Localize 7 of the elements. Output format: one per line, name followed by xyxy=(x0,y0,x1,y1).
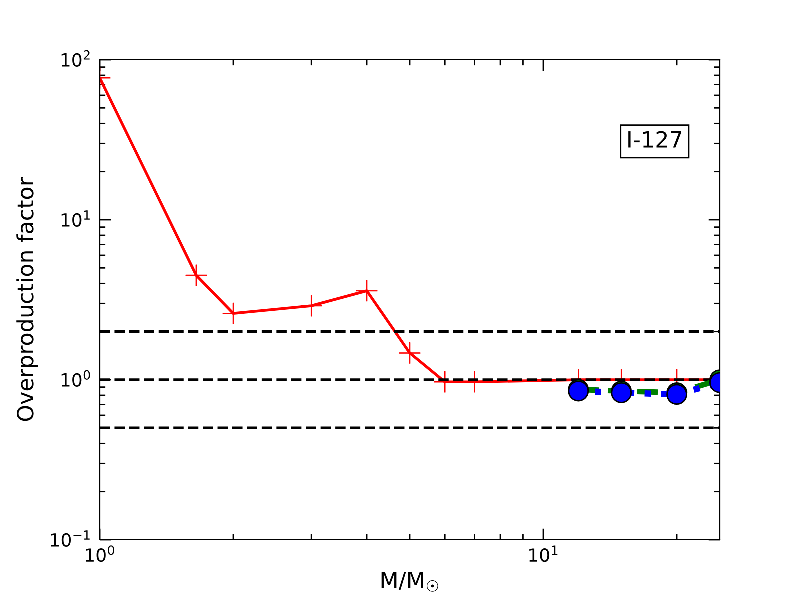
y-axis-title: Overproduction factor xyxy=(16,178,38,422)
y-tick-label: 10$^{−1}$ xyxy=(51,530,90,547)
y-tick-label: 10$^{0}$ xyxy=(62,370,90,387)
y-tick-label: 10$^{1}$ xyxy=(62,210,90,227)
x-axis-title: M/M$_{☉}$ xyxy=(382,572,438,592)
annotation: I-127 xyxy=(628,131,682,148)
y-tick-label: 10$^{2}$ xyxy=(62,50,90,67)
